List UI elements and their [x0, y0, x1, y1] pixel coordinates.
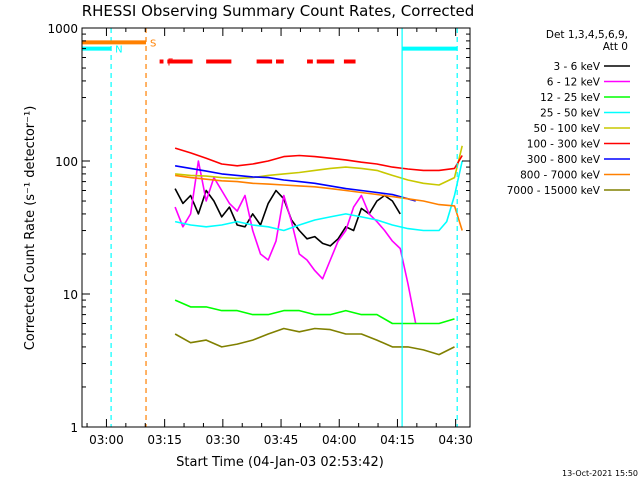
series-line-4	[175, 145, 463, 186]
x-tick-label: 04:15	[380, 433, 415, 447]
legend-entry: 6 - 12 keV	[547, 77, 601, 89]
y-tick-label: 1	[70, 421, 78, 435]
plot-frame	[81, 27, 471, 428]
legend-entry: 12 - 25 keV	[540, 92, 601, 104]
x-tick-label: 03:45	[264, 433, 299, 447]
series-line-2	[174, 299, 455, 325]
legend-header: Att 0	[603, 41, 628, 53]
x-tick-label: 04:00	[322, 433, 357, 447]
marker-layer: N SF	[82, 28, 458, 427]
series-line-8	[174, 327, 455, 356]
y-tick-label: 1000	[47, 22, 78, 36]
y-axis-label: Corrected Count Rate (s⁻¹ detector⁻¹)	[23, 106, 38, 351]
x-tick-label: 03:30	[206, 433, 241, 447]
legend-entry: 25 - 50 keV	[540, 108, 601, 120]
legend-entry: 50 - 100 keV	[533, 123, 600, 135]
chart-title: RHESSI Observing Summary Count Rates, Co…	[82, 2, 475, 20]
x-tick-label: 03:00	[89, 433, 124, 447]
flag-bar-label: S	[150, 38, 156, 49]
legend-header: Det 1,3,4,5,6,9,	[546, 29, 628, 41]
x-tick-label: 04:30	[438, 433, 473, 447]
x-axis-label: Start Time (04-Jan-03 02:53:42)	[176, 455, 384, 470]
series-line-3	[174, 160, 463, 232]
x-tick-label: 03:15	[147, 433, 182, 447]
timestamp: 13-Oct-2021 15:50	[562, 469, 638, 478]
flag-bar-label: F	[167, 57, 173, 68]
series-line-6	[174, 165, 416, 202]
series-line-5	[174, 147, 463, 172]
legend-entry: 800 - 7000 keV	[520, 170, 601, 182]
legend: Det 1,3,4,5,6,9,Att 03 - 6 keV 6 - 12 keV…	[507, 29, 630, 197]
axes-layer: 1 10 100 1000 03:00 03:15 03:30 03:45 04:00 04:15…	[47, 22, 472, 447]
series-line-7	[174, 174, 463, 231]
legend-entry: 7000 - 15000 keV	[507, 185, 601, 197]
y-tick-label: 10	[63, 288, 78, 302]
y-tick-label: 100	[55, 155, 78, 169]
legend-entry: 300 - 800 keV	[527, 154, 601, 166]
series-layer	[174, 145, 463, 356]
legend-entry: 3 - 6 keV	[553, 61, 600, 73]
legend-entry: 100 - 300 keV	[527, 139, 601, 151]
flag-bar-label: N	[115, 45, 122, 56]
